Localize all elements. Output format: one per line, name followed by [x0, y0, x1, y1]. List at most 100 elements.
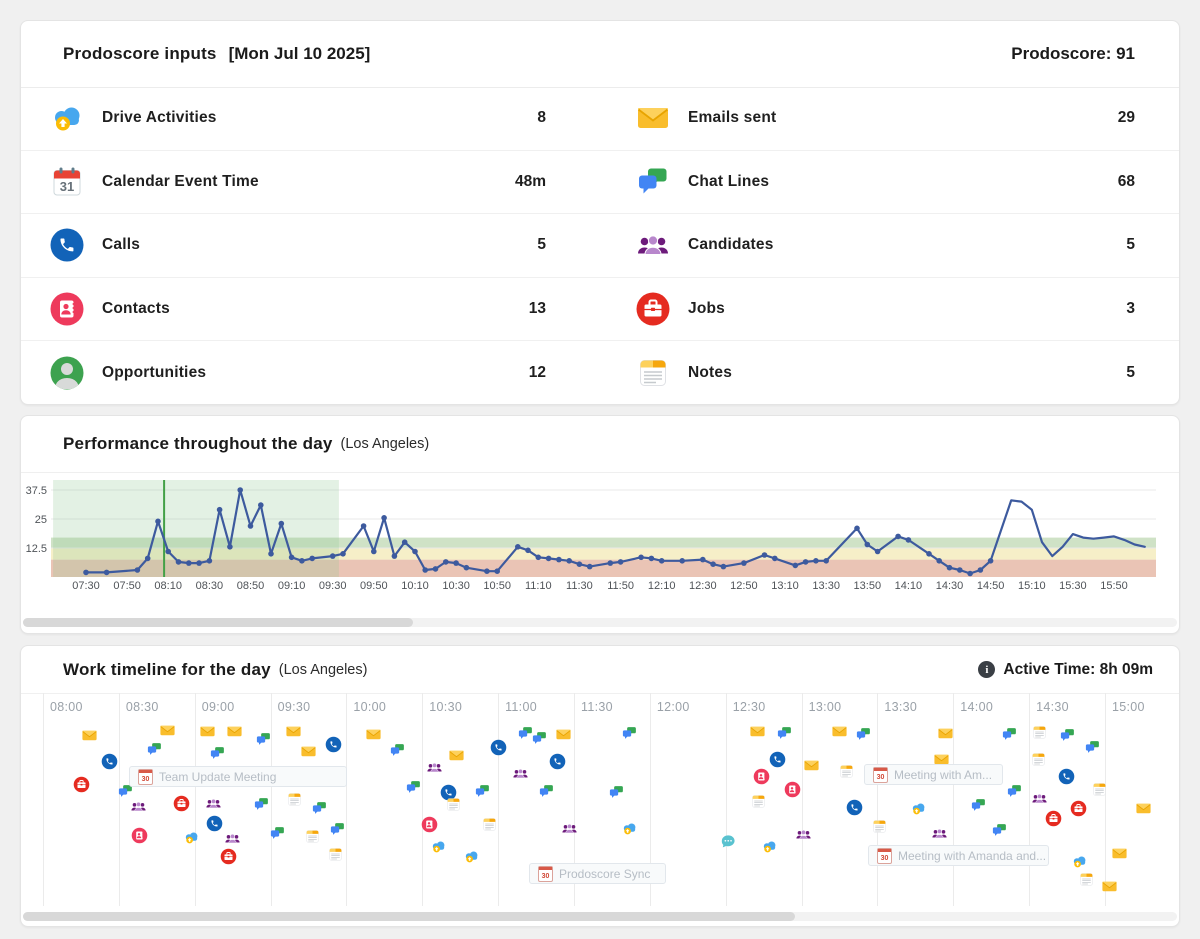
- notes-icon[interactable]: [750, 793, 767, 810]
- chat-icon[interactable]: [855, 726, 872, 743]
- chat-icon[interactable]: [517, 725, 534, 742]
- chat-icon[interactable]: [405, 779, 422, 796]
- candidates-icon[interactable]: [931, 825, 948, 842]
- drive-icon[interactable]: [1071, 853, 1088, 870]
- timeline-event-team-update-meeting[interactable]: 30 Team Update Meeting: [129, 766, 347, 787]
- chat-icon[interactable]: [269, 825, 286, 842]
- call-icon[interactable]: [440, 784, 457, 801]
- chat-icon[interactable]: [474, 783, 491, 800]
- notes-icon[interactable]: [1030, 751, 1047, 768]
- hangout-icon[interactable]: [719, 833, 736, 850]
- notes-icon[interactable]: [871, 818, 888, 835]
- call-icon[interactable]: [206, 815, 223, 832]
- chart-scrollbar-thumb[interactable]: [23, 618, 413, 627]
- notes-icon[interactable]: [838, 763, 855, 780]
- email-icon[interactable]: [555, 726, 572, 743]
- drive-icon[interactable]: [463, 848, 480, 865]
- notes-icon[interactable]: [481, 816, 498, 833]
- chat-icon[interactable]: [538, 783, 555, 800]
- metric-value: 29: [1117, 109, 1135, 127]
- candidates-icon[interactable]: [512, 765, 529, 782]
- email-icon[interactable]: [933, 751, 950, 768]
- email-icon[interactable]: [285, 723, 302, 740]
- notes-icon[interactable]: [327, 846, 344, 863]
- chat-icon[interactable]: [1006, 783, 1023, 800]
- chat-icon[interactable]: [776, 725, 793, 742]
- candidates-icon[interactable]: [795, 826, 812, 843]
- timeline-scrollbar-thumb[interactable]: [23, 912, 795, 921]
- jobs-icon[interactable]: [1070, 800, 1087, 817]
- email-icon[interactable]: [1111, 845, 1128, 862]
- chat-icon[interactable]: [255, 731, 272, 748]
- timeline-event-prodoscore-sync[interactable]: 30 Prodoscore Sync: [529, 863, 666, 884]
- info-icon[interactable]: i: [978, 661, 996, 678]
- chat-icon[interactable]: [311, 800, 328, 817]
- email-icon[interactable]: [749, 723, 766, 740]
- call-icon[interactable]: [325, 736, 342, 753]
- timeline-event-meeting-with-am[interactable]: 30 Meeting with Am...: [864, 764, 1003, 785]
- email-icon[interactable]: [1135, 800, 1152, 817]
- chat-icon[interactable]: [970, 797, 987, 814]
- email-icon[interactable]: [81, 727, 98, 744]
- candidates-icon[interactable]: [205, 795, 222, 812]
- candidates-icon[interactable]: [561, 820, 578, 837]
- chat-icon[interactable]: [329, 821, 346, 838]
- timeline-event-meeting-with-amanda-and[interactable]: 30 Meeting with Amanda and...: [868, 845, 1049, 866]
- call-icon[interactable]: [490, 739, 507, 756]
- notes-icon[interactable]: [286, 791, 303, 808]
- notes-icon[interactable]: [1091, 781, 1108, 798]
- email-icon[interactable]: [159, 722, 176, 739]
- email-icon[interactable]: [937, 725, 954, 742]
- candidates-icon[interactable]: [1031, 790, 1048, 807]
- notes-icon[interactable]: [1078, 871, 1095, 888]
- chat-icon[interactable]: [1084, 739, 1101, 756]
- drive-icon[interactable]: [430, 838, 447, 855]
- contacts-icon[interactable]: [784, 781, 801, 798]
- email-icon[interactable]: [226, 723, 243, 740]
- notes-icon[interactable]: [445, 796, 462, 813]
- email-icon[interactable]: [448, 747, 465, 764]
- chat-icon[interactable]: [253, 796, 270, 813]
- email-icon[interactable]: [803, 757, 820, 774]
- notes-icon[interactable]: [304, 828, 321, 845]
- call-icon[interactable]: [846, 799, 863, 816]
- event-label: Meeting with Am...: [894, 767, 993, 782]
- jobs-icon[interactable]: [220, 848, 237, 865]
- chat-icon[interactable]: [608, 784, 625, 801]
- call-icon[interactable]: [101, 753, 118, 770]
- notes-icon[interactable]: [1031, 724, 1048, 741]
- chat-icon[interactable]: [389, 742, 406, 759]
- contacts-icon[interactable]: [131, 827, 148, 844]
- jobs-icon[interactable]: [1045, 810, 1062, 827]
- call-icon[interactable]: [549, 753, 566, 770]
- drive-icon[interactable]: [621, 820, 638, 837]
- drive-icon[interactable]: [183, 829, 200, 846]
- contacts-icon[interactable]: [753, 768, 770, 785]
- metric-candidates: Candidates 5: [600, 214, 1179, 277]
- drive-icon[interactable]: [910, 800, 927, 817]
- chat-icon[interactable]: [209, 745, 226, 762]
- chat-icon[interactable]: [1059, 727, 1076, 744]
- chat-icon[interactable]: [1001, 726, 1018, 743]
- candidates-icon[interactable]: [426, 759, 443, 776]
- email-icon[interactable]: [199, 723, 216, 740]
- drive-icon[interactable]: [761, 838, 778, 855]
- call-icon[interactable]: [769, 751, 786, 768]
- timeline-horizontal-scrollbar[interactable]: [23, 912, 1177, 921]
- email-icon[interactable]: [365, 726, 382, 743]
- chat-icon[interactable]: [991, 822, 1008, 839]
- jobs-icon: [635, 291, 671, 327]
- jobs-icon[interactable]: [173, 795, 190, 812]
- email-icon[interactable]: [831, 723, 848, 740]
- chat-icon[interactable]: [146, 741, 163, 758]
- chat-icon[interactable]: [531, 730, 548, 747]
- chart-horizontal-scrollbar[interactable]: [23, 618, 1177, 627]
- candidates-icon[interactable]: [130, 798, 147, 815]
- chat-icon[interactable]: [621, 725, 638, 742]
- email-icon[interactable]: [300, 743, 317, 760]
- email-icon[interactable]: [1101, 878, 1118, 895]
- candidates-icon[interactable]: [224, 830, 241, 847]
- contacts-icon[interactable]: [421, 816, 438, 833]
- jobs-icon[interactable]: [73, 776, 90, 793]
- call-icon[interactable]: [1058, 768, 1075, 785]
